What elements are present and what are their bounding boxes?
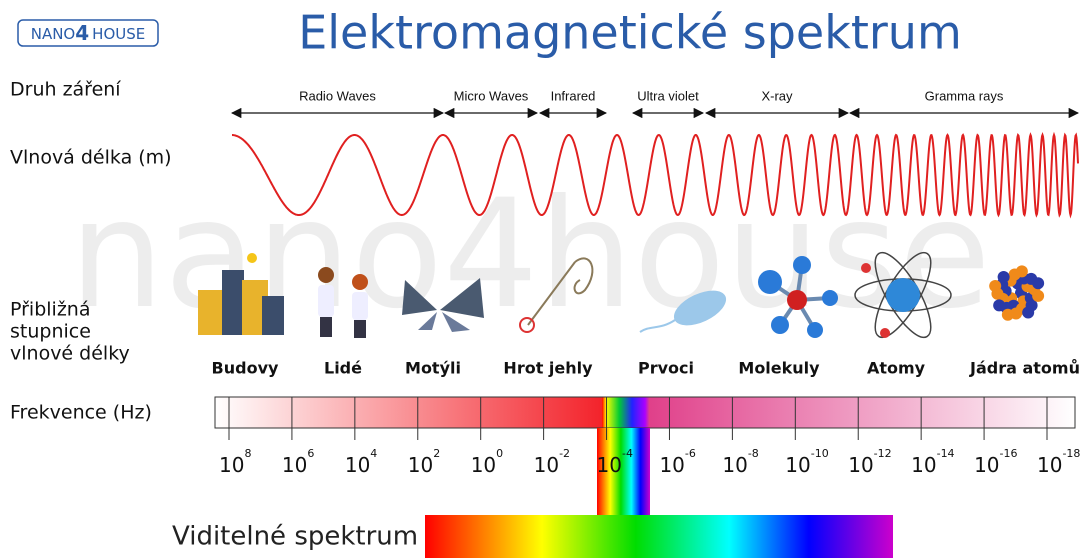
tick-exponent: -4 xyxy=(622,447,633,460)
icon-nucleus xyxy=(989,265,1045,321)
nucleon xyxy=(1015,265,1028,278)
icon-people xyxy=(318,267,368,338)
tick-base: 10 xyxy=(282,453,307,477)
nucleon xyxy=(997,270,1010,283)
tick-label: 10-10 xyxy=(785,447,828,477)
scale-item: Atomy xyxy=(867,359,926,378)
tick-base: 10 xyxy=(219,453,244,477)
nucleon xyxy=(989,280,1002,293)
tick-exponent: -6 xyxy=(685,447,696,460)
nucleon xyxy=(1001,308,1014,321)
logo-box xyxy=(17,19,159,47)
tick-base: 10 xyxy=(974,453,999,477)
visible-spectrum-label: Viditelné spektrum xyxy=(172,522,418,552)
tick-base: 10 xyxy=(785,453,810,477)
tick-base: 10 xyxy=(722,453,747,477)
radiation-type: Radio Waves xyxy=(299,88,376,103)
tick-exponent: -14 xyxy=(937,447,955,460)
frequency-bar xyxy=(214,396,1076,429)
tick-label: 104 xyxy=(345,447,377,477)
icon-needle xyxy=(519,257,594,333)
tick-label: 10-18 xyxy=(1037,447,1080,477)
tick-label: 10-16 xyxy=(974,447,1017,477)
tick-base: 10 xyxy=(911,453,936,477)
tick-base: 10 xyxy=(471,453,496,477)
radiation-type: Micro Waves xyxy=(454,88,529,103)
tick-label: 10-2 xyxy=(534,447,570,477)
tick-label: 10-8 xyxy=(722,447,758,477)
row-label: Vlnová délka (m) xyxy=(10,147,172,169)
icon-butterfly xyxy=(402,278,484,332)
tick-label: 102 xyxy=(408,447,440,477)
scale-item: Lidé xyxy=(324,359,362,378)
tick-label: 106 xyxy=(282,447,314,477)
tick-base: 10 xyxy=(659,453,684,477)
scale-item: Jádra atomů xyxy=(969,359,1080,378)
scale-item: Budovy xyxy=(212,359,279,378)
tick-exponent: -2 xyxy=(559,447,570,460)
nucleon xyxy=(1032,277,1045,290)
tick-label: 108 xyxy=(219,447,251,477)
visible-spectrum-bar xyxy=(425,515,893,558)
nucleon xyxy=(1032,289,1045,302)
tick-label: 10-6 xyxy=(659,447,695,477)
scale-item: Prvoci xyxy=(638,359,694,378)
nucleon xyxy=(993,299,1006,312)
tick-base: 10 xyxy=(534,453,559,477)
tick-exponent: 8 xyxy=(244,447,251,460)
wave xyxy=(232,131,1079,219)
tick-label: 100 xyxy=(471,447,503,477)
tick-exponent: -18 xyxy=(1062,447,1080,460)
radiation-type: Infrared xyxy=(551,88,596,103)
tick-exponent: 2 xyxy=(433,447,440,460)
radiation-type: Ultra violet xyxy=(637,88,699,103)
tick-exponent: -12 xyxy=(874,447,892,460)
title: Elektromagnetické spektrum xyxy=(298,6,962,60)
tick-exponent: 4 xyxy=(370,447,377,460)
radiation-type: X-ray xyxy=(761,88,793,103)
tick-base: 10 xyxy=(408,453,433,477)
icon-molecule xyxy=(758,256,838,338)
tick-base: 10 xyxy=(1037,453,1062,477)
icon-atom xyxy=(854,251,952,339)
scale-item: Motýli xyxy=(405,359,461,378)
tick-label: 10-14 xyxy=(911,447,954,477)
icon-buildings xyxy=(198,253,284,335)
scale-item: Molekuly xyxy=(738,359,820,378)
logo-digit: 4 xyxy=(75,21,89,45)
tick-base: 10 xyxy=(345,453,370,477)
logo-left: NANO xyxy=(31,25,76,43)
tick-exponent: 6 xyxy=(307,447,314,460)
tick-exponent: -16 xyxy=(1000,447,1018,460)
logo: NANO4 HOUSE xyxy=(31,21,146,45)
radiation-type: Gramma rays xyxy=(925,88,1004,103)
tick-label: 10-12 xyxy=(848,447,891,477)
tick-exponent: -10 xyxy=(811,447,829,460)
tick-base: 10 xyxy=(848,453,873,477)
icon-protozoa xyxy=(639,290,727,333)
tick-label: 10-4 xyxy=(597,447,633,477)
tick-exponent: -8 xyxy=(748,447,759,460)
logo-right: HOUSE xyxy=(92,25,145,43)
row-label: Přibližná xyxy=(10,299,91,321)
row-label: Frekvence (Hz) xyxy=(10,402,152,424)
row-label: Druh záření xyxy=(10,79,121,101)
tick-base: 10 xyxy=(597,453,622,477)
scale-item: Hrot jehly xyxy=(503,359,593,378)
row-label: vlnové délky xyxy=(10,343,130,365)
row-label: stupnice xyxy=(10,321,91,343)
nucleon xyxy=(1022,306,1035,319)
tick-exponent: 0 xyxy=(496,447,503,460)
